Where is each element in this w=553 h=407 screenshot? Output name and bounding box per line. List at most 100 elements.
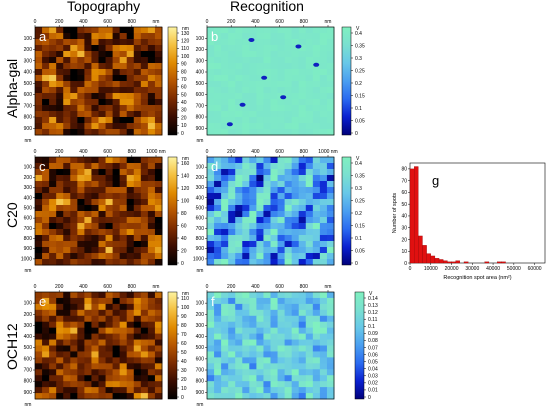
heatmap-cell [133,229,142,236]
heatmap-cell [35,205,43,212]
heatmap-cell [305,181,314,188]
heatmap-cell [263,241,271,248]
heatmap-cell [49,123,57,130]
heatmap-cell [70,111,78,118]
heatmap-cell [119,247,128,254]
heatmap-cell [277,217,286,224]
heatmap-cell [154,187,163,194]
x-tick-label: 800 [300,149,309,155]
heatmap-cell [147,129,156,136]
heatmap-cell [77,51,85,58]
heatmap-cell [242,63,250,70]
heatmap-cell [147,157,156,164]
histogram-bar [497,261,502,264]
heatmap-cell [133,105,142,112]
heatmap-cell [147,169,156,176]
heatmap-cell [77,393,85,400]
heatmap-cell [242,345,250,352]
heatmap-cell [133,27,142,34]
y-tick-label: 500 [196,81,205,87]
heatmap-cell [207,27,215,34]
heatmap-cell [291,387,300,394]
heatmap-cell [207,387,215,394]
heatmap-cell [133,111,142,118]
heatmap-cell [105,99,114,106]
heatmap-cell [235,51,243,58]
heatmap-cell [98,193,107,200]
heatmap-cell [305,75,314,82]
heatmap-cell [221,211,229,218]
heatmap-cell [84,375,92,382]
heatmap-cell [140,351,149,358]
heatmap-cell [77,163,85,170]
heatmap-cell [270,117,279,124]
heatmap-cell [147,315,156,323]
heatmap-cell [91,292,99,299]
heatmap-cell [249,321,257,329]
heatmap-cell [147,351,156,358]
heatmap-cell [228,187,236,194]
heatmap-cell [270,369,279,376]
heatmap-cell [298,39,307,46]
heatmap-cell [84,199,92,206]
heatmap-cell [270,181,279,188]
heatmap-cell [126,339,135,346]
heatmap-cell [228,93,236,100]
heatmap-cell [214,39,222,46]
heatmap-cell [298,87,307,94]
heatmap-cell [319,75,328,82]
heatmap-cell [140,63,149,70]
heatmap-panel-f [206,291,335,400]
heatmap-cell [228,339,236,346]
heatmap-cell [263,27,271,34]
heatmap-cell [84,217,92,224]
heatmap-cell [63,241,71,248]
heatmap-cell [91,93,99,100]
heatmap-cell [42,117,50,124]
heatmap-cell [112,241,121,248]
colorbar-d [341,156,352,266]
heatmap-cell [242,99,250,106]
heatmap-cell [112,357,121,364]
heatmap-cell [242,387,250,394]
heatmap-cell [98,315,107,323]
heatmap-cell [70,375,78,382]
hist-x-tick-label: 30000 [465,266,479,272]
corner-unit-label: nm [197,402,204,407]
y-tick-label: 500 [24,345,33,351]
heatmap-cell [49,321,57,329]
heatmap-cell [147,363,156,370]
hist-x-axis-label: Recognition spot area (nm²) [443,275,511,281]
heatmap-cell [221,45,229,52]
heatmap-cell [105,199,114,206]
heatmap-cell [42,339,50,346]
heatmap-cell [91,339,99,346]
heatmap-cell [133,45,142,52]
heatmap-cell [270,169,279,176]
heatmap-cell [119,187,128,194]
heatmap-cell [91,345,99,352]
heatmap-cell [119,157,128,164]
heatmap-cell [305,117,314,124]
heatmap-cell [284,99,293,106]
heatmap-cell [249,327,257,335]
heatmap-cell [56,309,64,317]
heatmap-cell [319,223,328,230]
heatmap-cell [305,39,314,46]
heatmap-cell [140,229,149,236]
heatmap-cell [326,375,335,382]
heatmap-cell [298,339,307,346]
heatmap-cell [119,205,128,212]
heatmap-cell [63,81,71,88]
heatmap-cell [291,303,300,311]
heatmap-cell [312,339,321,346]
heatmap-cell [133,303,142,311]
heatmap-cell [221,99,229,106]
heatmap-cell [35,169,43,176]
heatmap-cell [263,205,271,212]
heatmap-cell [147,51,156,58]
heatmap-cell [263,117,271,124]
heatmap-cell [154,241,163,248]
x-tick-label: 600 [103,19,112,25]
heatmap-cell [249,51,257,58]
